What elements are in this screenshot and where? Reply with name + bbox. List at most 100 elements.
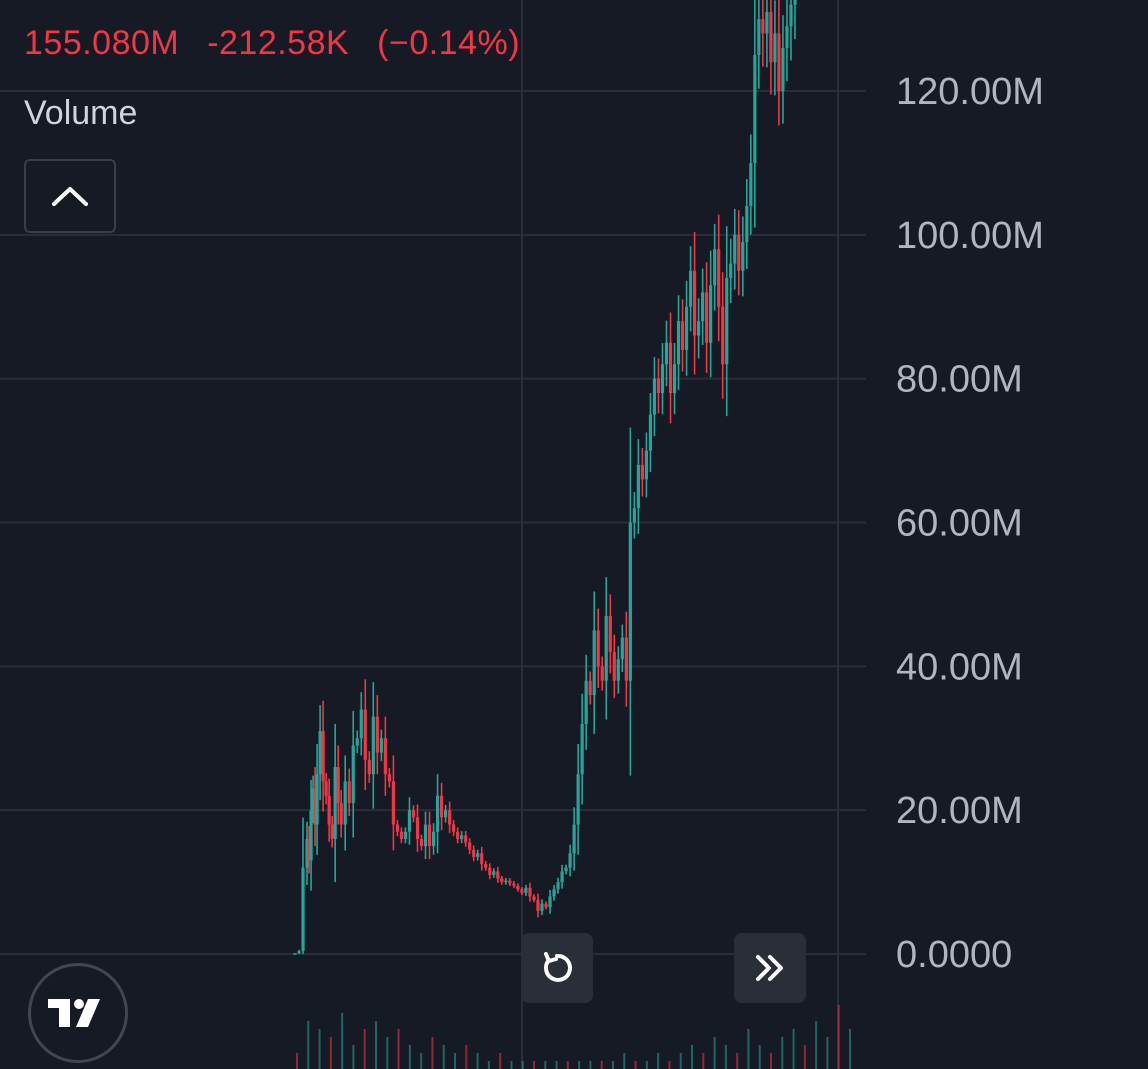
candle-body <box>584 680 588 724</box>
candle-body <box>741 242 745 271</box>
candle-body <box>717 249 721 307</box>
volume-bar <box>702 1053 705 1069</box>
candle-body <box>520 889 524 893</box>
volume-bar <box>566 1061 569 1069</box>
volume-bar <box>691 1045 693 1069</box>
candle-body <box>347 781 351 803</box>
candle-body <box>676 321 681 365</box>
candle-body <box>488 867 492 875</box>
volume-bar <box>826 1037 829 1069</box>
volume-bar <box>533 1061 535 1069</box>
reset-chart-button[interactable] <box>521 933 593 1003</box>
candle-body <box>423 824 428 847</box>
candle-body <box>333 767 337 839</box>
volume-bar <box>679 1053 682 1069</box>
candle-body <box>468 842 472 850</box>
candle-body <box>297 951 301 954</box>
volume-bar <box>296 1053 298 1069</box>
volume-bar <box>544 1061 547 1069</box>
chevron-up-icon <box>52 187 88 206</box>
candle-body <box>672 364 677 394</box>
volume-bar <box>521 1061 524 1069</box>
candle-body <box>660 364 665 394</box>
candle-body <box>359 709 363 739</box>
volume-bar <box>849 1029 851 1069</box>
candle-body <box>664 342 669 365</box>
candle-body <box>330 824 334 839</box>
candle-body <box>324 781 328 796</box>
candle-body <box>544 903 548 908</box>
candle-body <box>379 738 383 753</box>
price-readout: 155.080M -212.58K (−0.14%) <box>24 24 538 63</box>
candle-body <box>311 788 315 811</box>
candle-body <box>632 508 636 523</box>
candle-body <box>524 887 528 893</box>
candle-body <box>476 853 480 857</box>
candle-body <box>616 659 620 681</box>
volume-bar <box>634 1061 637 1069</box>
candle-body <box>528 887 532 897</box>
collapse-pane-button[interactable] <box>24 159 116 233</box>
candle-body <box>309 810 313 861</box>
candle-body <box>452 824 456 832</box>
candle-body <box>415 817 420 839</box>
candle-body <box>652 378 657 415</box>
candle-body <box>456 831 460 839</box>
candle-body <box>504 880 508 883</box>
y-tick-label: 60.00M <box>896 503 1023 545</box>
volume-bar <box>589 1061 592 1069</box>
y-axis-ticks: 0.0000 20.00M 40.00M 60.00M 80.00M 100.00M 120… <box>896 71 1044 976</box>
candle-body <box>313 788 317 825</box>
candle-body <box>431 831 436 847</box>
volume-bar <box>431 1037 434 1069</box>
candle-body <box>556 882 560 890</box>
candle-body <box>540 903 544 911</box>
candle-body <box>624 637 628 681</box>
candle-body <box>777 33 781 91</box>
scroll-to-realtime-button[interactable] <box>734 933 806 1003</box>
candle-body <box>680 321 685 350</box>
volume-bar <box>352 1045 355 1069</box>
volume-bar <box>510 1061 513 1069</box>
candle-body <box>411 810 416 818</box>
reset-rotate-icon <box>543 952 572 982</box>
volume-bar <box>736 1053 739 1069</box>
candle-body <box>737 234 741 271</box>
volume-bar <box>442 1045 445 1069</box>
candle-body <box>576 774 580 825</box>
candle-body <box>656 378 661 394</box>
candle-body <box>612 651 616 681</box>
candle-body <box>480 853 484 865</box>
candle-body <box>640 464 644 480</box>
candle-body <box>604 615 608 681</box>
volume-bar <box>792 1029 795 1069</box>
candle-body <box>395 824 400 832</box>
candle-body <box>688 270 693 307</box>
candle-body <box>789 4 793 27</box>
volume-bar <box>341 1013 344 1069</box>
change-percent: (−0.14%) <box>377 24 521 62</box>
candle-body <box>781 47 785 91</box>
candle-body <box>560 871 564 883</box>
candle-body <box>444 810 448 818</box>
candle-body <box>339 802 343 825</box>
grid-lines <box>0 90 866 955</box>
candle-series <box>293 0 797 955</box>
candle-body <box>383 738 387 775</box>
volume-bar <box>645 1061 648 1069</box>
candle-body <box>648 414 653 451</box>
candle-body <box>293 953 297 955</box>
candle-body <box>387 774 391 782</box>
volume-bar <box>623 1053 626 1069</box>
candle-body <box>765 11 769 34</box>
candle-body <box>548 896 552 908</box>
volume-bar <box>465 1045 468 1069</box>
candle-body <box>733 234 737 264</box>
volume-bar <box>803 1045 806 1069</box>
candle-body <box>636 464 640 509</box>
volume-bar <box>408 1045 411 1069</box>
tradingview-logo[interactable] <box>28 963 128 1063</box>
candle-body <box>572 824 576 854</box>
y-tick-label: 40.00M <box>896 646 1023 688</box>
